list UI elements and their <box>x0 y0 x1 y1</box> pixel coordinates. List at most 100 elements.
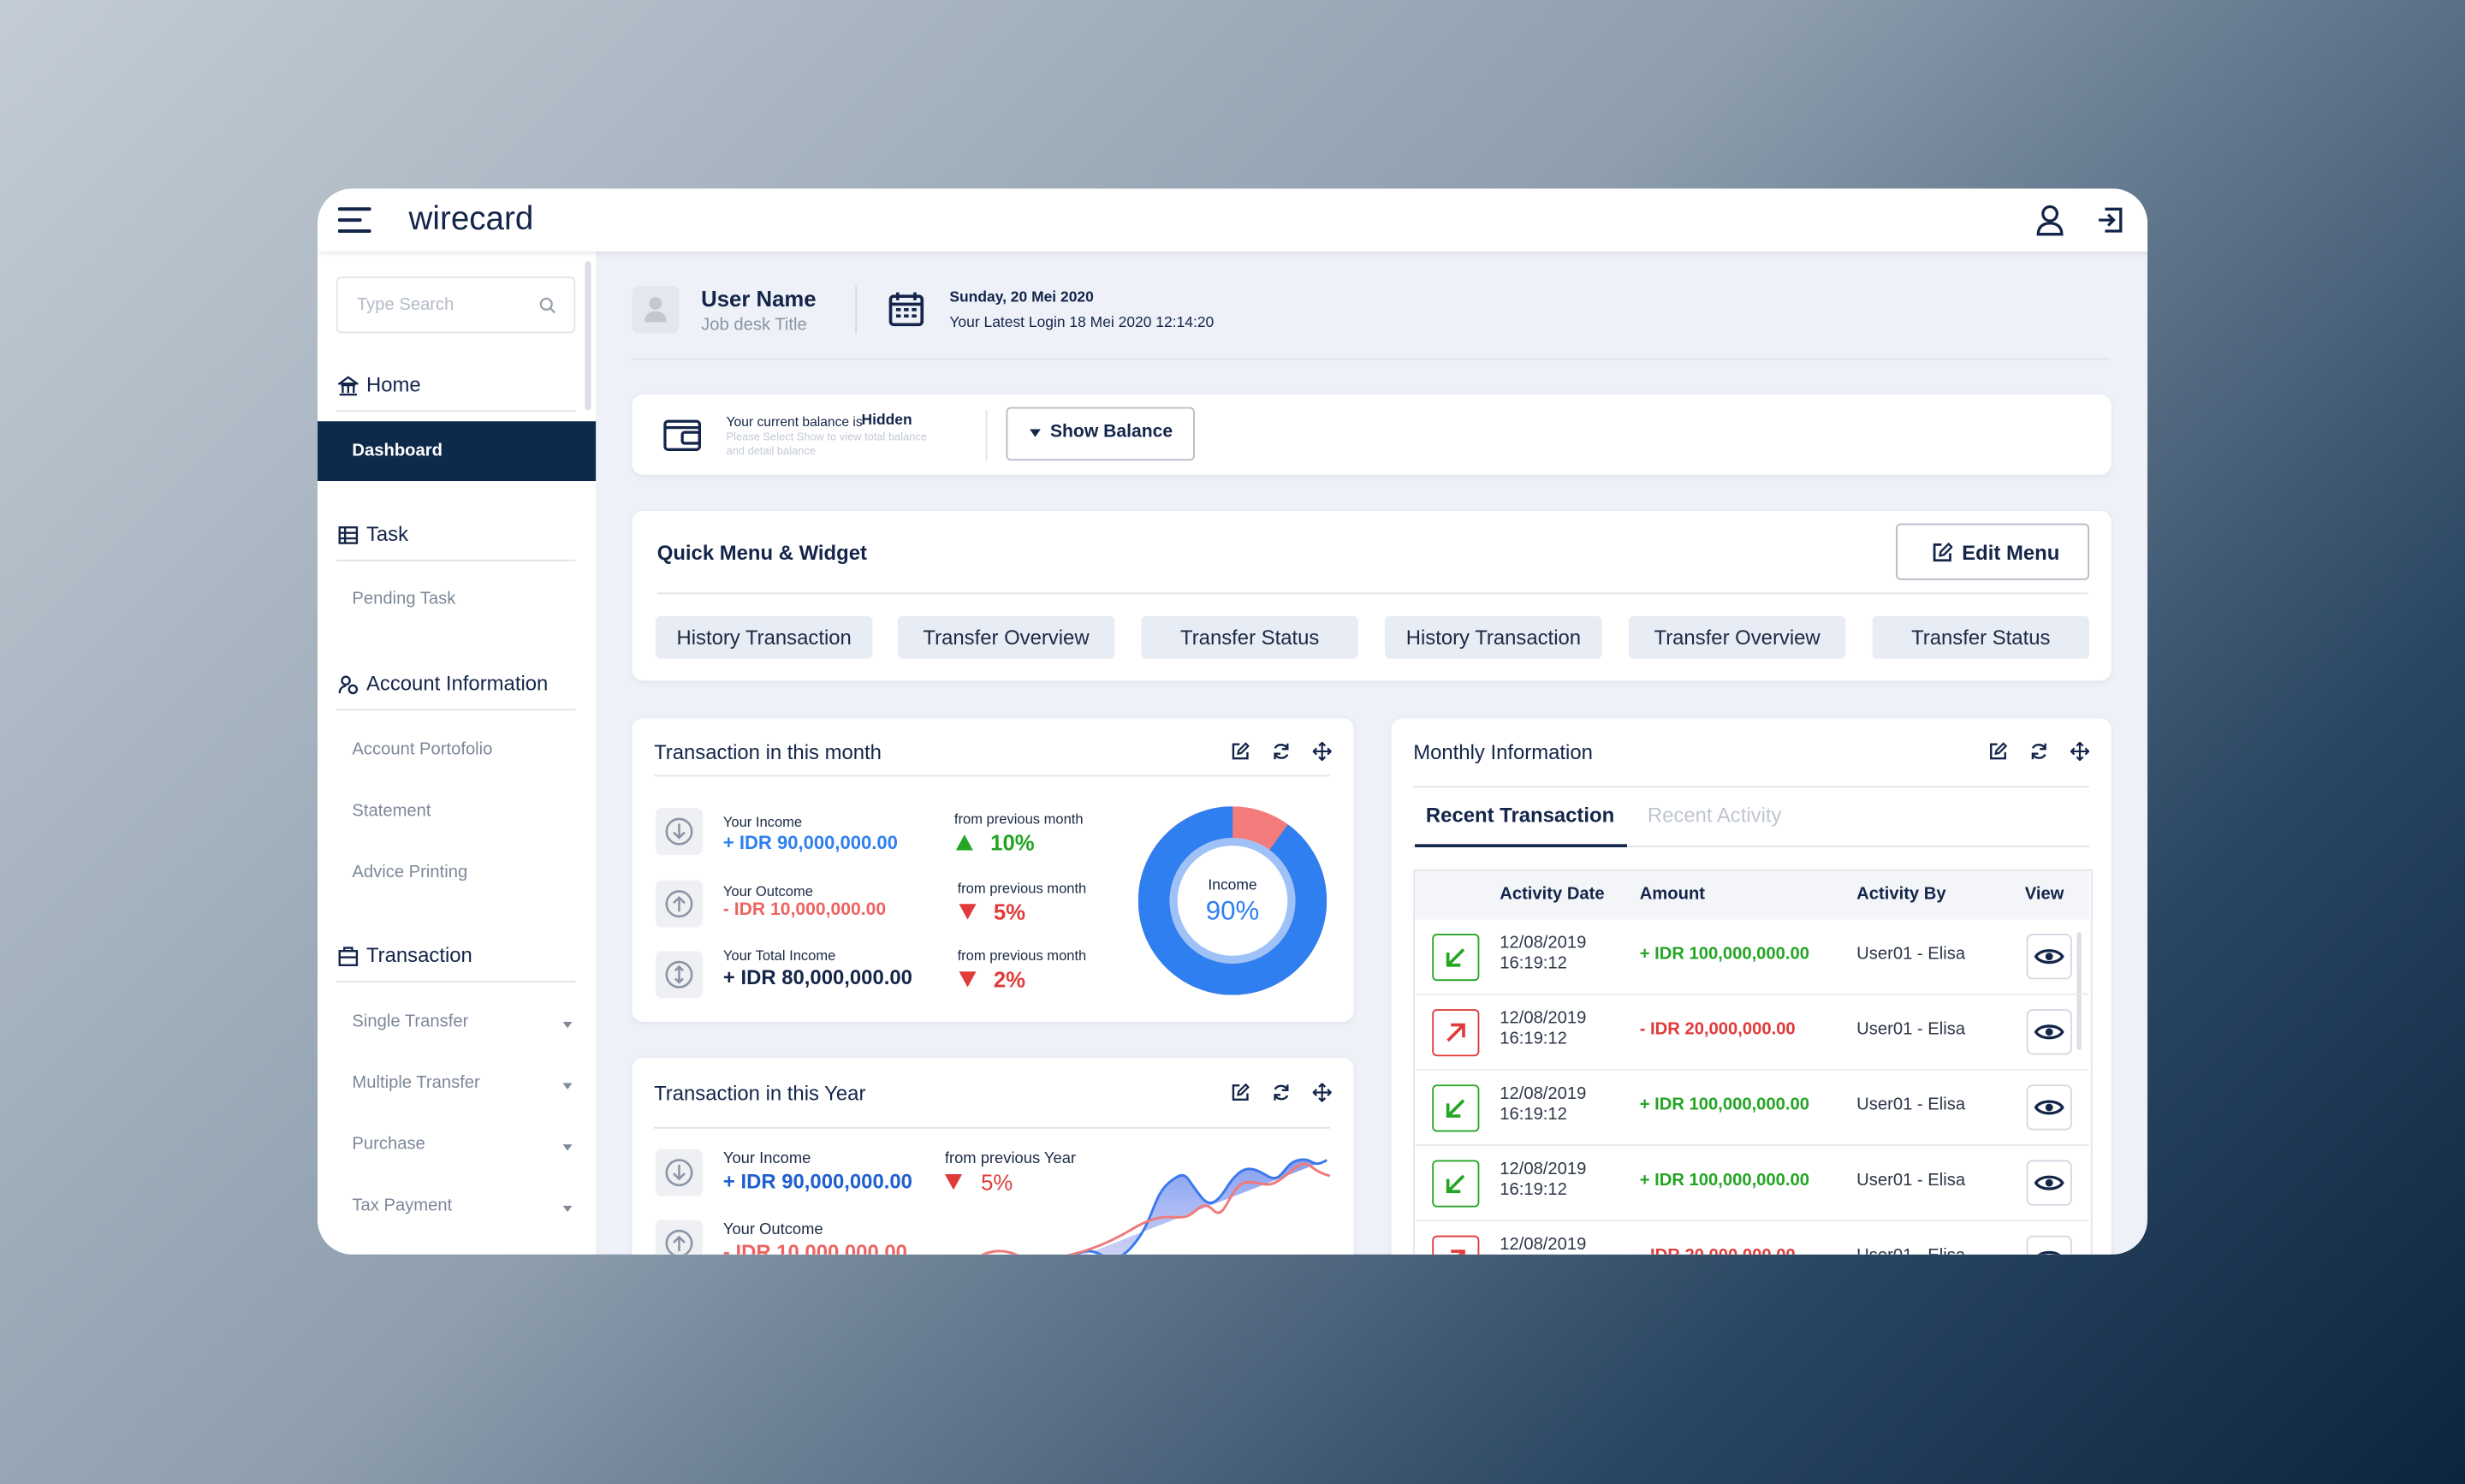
activity-date: 12/08/2019 16:19:12 <box>1500 1084 1587 1125</box>
show-balance-button[interactable]: Show Balance <box>1006 407 1195 461</box>
edit-icon <box>1933 542 1953 562</box>
caret <box>562 1083 573 1089</box>
caret <box>1030 429 1041 437</box>
quick-menu-chip[interactable]: History Transaction <box>1385 616 1602 659</box>
button-label: Edit Menu <box>1962 540 2060 565</box>
search-box[interactable]: Type Search <box>336 276 576 334</box>
section-icon <box>338 526 359 544</box>
item-label[interactable]: Pending Task <box>352 589 456 608</box>
caret-shape <box>562 1205 573 1213</box>
separator <box>656 592 2088 595</box>
move-icon[interactable] <box>1312 741 1332 761</box>
arrow-shape <box>1446 1023 1465 1042</box>
refresh-icon[interactable] <box>2029 742 2048 761</box>
icon-shape <box>1312 1083 1332 1102</box>
item-label[interactable]: Account Portofolio <box>352 740 493 760</box>
quick-menu-title: Quick Menu & Widget <box>656 540 867 565</box>
row-amount: + IDR 80,000,000.00 <box>722 965 912 989</box>
button-label: Show Balance <box>1049 423 1173 442</box>
direction-icon <box>1432 1009 1480 1057</box>
edit-icon[interactable] <box>1988 742 2008 761</box>
logout-icon[interactable] <box>2095 206 2123 234</box>
row-line <box>1415 993 2090 995</box>
eye-shape <box>2034 949 2064 965</box>
row-label: Your Outcome <box>722 883 813 899</box>
active-item[interactable]: Dashboard <box>318 421 597 482</box>
eye-icon <box>2037 1250 2061 1255</box>
quick-menu-chip[interactable]: Transfer Status <box>1872 616 2090 659</box>
quick-menu-chip[interactable]: Transfer Overview <box>897 616 1115 659</box>
view-button[interactable] <box>2026 1084 2072 1131</box>
line <box>1074 1158 1328 1255</box>
scrollbar <box>2076 932 2082 1050</box>
quick-menu-chip[interactable]: History Transaction <box>655 616 873 659</box>
item-label[interactable]: Advice Printing <box>352 863 468 882</box>
icon-shape <box>1274 744 1289 759</box>
arrow <box>1446 1174 1465 1194</box>
menu-icon[interactable] <box>337 206 372 234</box>
section-title[interactable]: Transaction <box>365 943 472 967</box>
section-title[interactable]: Home <box>365 372 421 396</box>
direction-icon <box>1432 934 1480 982</box>
activity-date: 12/08/2019 16:19:12 <box>1500 1160 1587 1200</box>
move-icon[interactable] <box>2070 741 2090 761</box>
icon-shape <box>2031 743 2046 760</box>
scrollbar <box>585 260 591 411</box>
edit-menu-button[interactable]: Edit Menu <box>1896 523 2090 580</box>
edit-icon[interactable] <box>1231 742 1250 761</box>
down-arrow <box>959 971 977 988</box>
quick-menu-chip[interactable]: Transfer Status <box>1141 616 1358 659</box>
icon-shape <box>1237 742 1250 756</box>
quick-menu-chip[interactable]: Transfer Overview <box>1628 616 1846 659</box>
row-amount: + IDR 90,000,000.00 <box>722 831 898 854</box>
item-label[interactable]: Statement <box>352 801 431 821</box>
activity-date: 12/08/2019 16:19:12 <box>1500 1235 1587 1255</box>
caret <box>562 1205 573 1213</box>
column-header: Activity By <box>1856 885 1946 905</box>
eye-icon <box>2034 1175 2064 1190</box>
item-label[interactable]: Tax Payment <box>352 1196 453 1215</box>
down-arrow <box>959 904 977 920</box>
move-icon[interactable] <box>1312 1083 1332 1102</box>
view-button[interactable] <box>2026 1160 2072 1206</box>
change: 2% <box>993 966 1025 992</box>
activity-by: User01 - Elisa <box>1856 944 1966 964</box>
tab-active[interactable]: Recent Transaction <box>1425 803 1615 828</box>
icon <box>665 817 693 846</box>
outcome-icon <box>655 1220 704 1255</box>
view-button[interactable] <box>2026 1235 2072 1255</box>
search-icon <box>539 297 556 314</box>
refresh-icon[interactable] <box>1272 742 1291 761</box>
icon <box>665 1159 693 1187</box>
row-line <box>1415 1144 2090 1146</box>
view-button[interactable] <box>2026 1009 2072 1055</box>
date: Sunday, 20 Mei 2020 <box>949 288 1094 307</box>
eye-pupil <box>2045 1178 2053 1187</box>
icon <box>665 1229 693 1255</box>
icon-shape <box>1274 743 1289 760</box>
section-icon <box>338 675 359 695</box>
item-label[interactable]: Multiple Transfer <box>352 1073 480 1093</box>
arrow-shape <box>1446 948 1465 967</box>
row-line <box>1415 1220 2090 1222</box>
row-label: Your Total Income <box>722 947 836 964</box>
section-icon <box>338 947 359 966</box>
eye-shape <box>2037 1250 2061 1255</box>
activity-date: 12/08/2019 16:19:12 <box>1500 934 1587 973</box>
section-title[interactable]: Task <box>365 521 409 546</box>
item-label[interactable]: Purchase <box>352 1135 425 1155</box>
sidebar: Type Search Home Dashboard Task Pending Tas… <box>318 251 597 1255</box>
change: 10% <box>990 829 1035 856</box>
tab[interactable]: Recent Activity <box>1647 803 1782 828</box>
user-icon[interactable] <box>2036 205 2064 236</box>
divider <box>855 286 858 334</box>
section-title[interactable]: Account Information <box>365 671 549 695</box>
view-button[interactable] <box>2026 934 2072 980</box>
edit-icon[interactable] <box>1231 1083 1250 1102</box>
item-label[interactable]: Single Transfer <box>352 1012 469 1031</box>
refresh-icon[interactable] <box>1272 1083 1291 1102</box>
activity-by: User01 - Elisa <box>1856 1095 1966 1115</box>
month-title: Transaction in this month <box>654 740 882 764</box>
separator <box>654 775 1330 777</box>
